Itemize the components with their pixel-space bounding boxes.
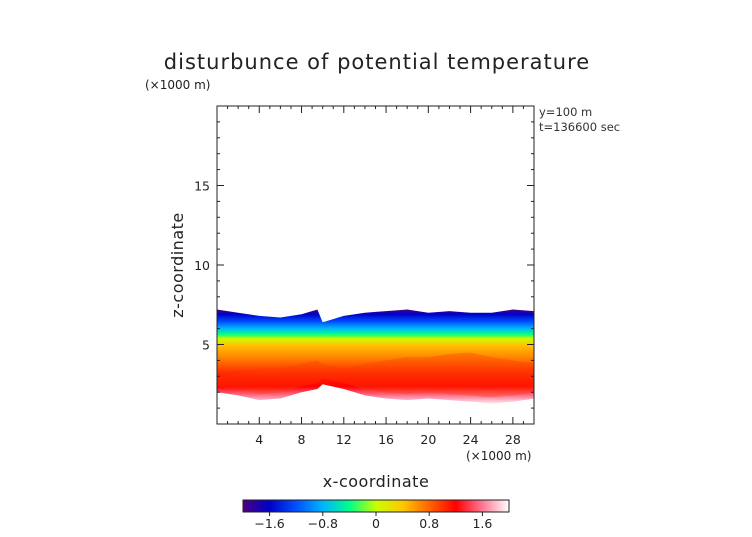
y-axis-title: z-coordinate xyxy=(168,212,187,318)
y-tick-label: 10 xyxy=(194,258,210,273)
warm-core xyxy=(217,352,534,398)
x-tick-label: 20 xyxy=(420,432,436,447)
x-axis-title: x-coordinate xyxy=(323,472,430,491)
x-unit-label: (×1000 m) xyxy=(466,449,531,463)
chart-title: disturbunce of potential temperature xyxy=(164,50,590,74)
annotation-y: y=100 m xyxy=(539,105,592,119)
x-tick-label: 4 xyxy=(255,432,263,447)
field-band xyxy=(217,309,534,404)
colorbar xyxy=(242,499,510,513)
colorbar-tick-label: −1.6 xyxy=(254,516,284,531)
y-axis: 5 10 15 xyxy=(194,121,534,409)
y-tick-label: 5 xyxy=(202,338,210,353)
y-tick-label: 15 xyxy=(194,179,210,194)
x-tick-label: 12 xyxy=(336,432,352,447)
annotation-time: t=136600 sec xyxy=(539,120,620,134)
temperature-field xyxy=(217,309,534,404)
x-tick-label: 28 xyxy=(505,432,521,447)
colorbar-tick-label: 0.8 xyxy=(419,516,439,531)
x-tick-label: 24 xyxy=(463,432,479,447)
x-tick-label: 16 xyxy=(378,432,394,447)
colorbar-tick-label: −0.8 xyxy=(308,516,338,531)
y-unit-label: (×1000 m) xyxy=(145,78,210,92)
colorbar-ticks: −1.6 −0.8 0 0.8 1.6 xyxy=(254,512,492,531)
colorbar-tick-label: 0 xyxy=(372,516,380,531)
x-tick-label: 8 xyxy=(298,432,306,447)
colorbar-tick-label: 1.6 xyxy=(472,516,492,531)
x-axis: 4 8 12 16 20 24 28 xyxy=(227,106,524,447)
